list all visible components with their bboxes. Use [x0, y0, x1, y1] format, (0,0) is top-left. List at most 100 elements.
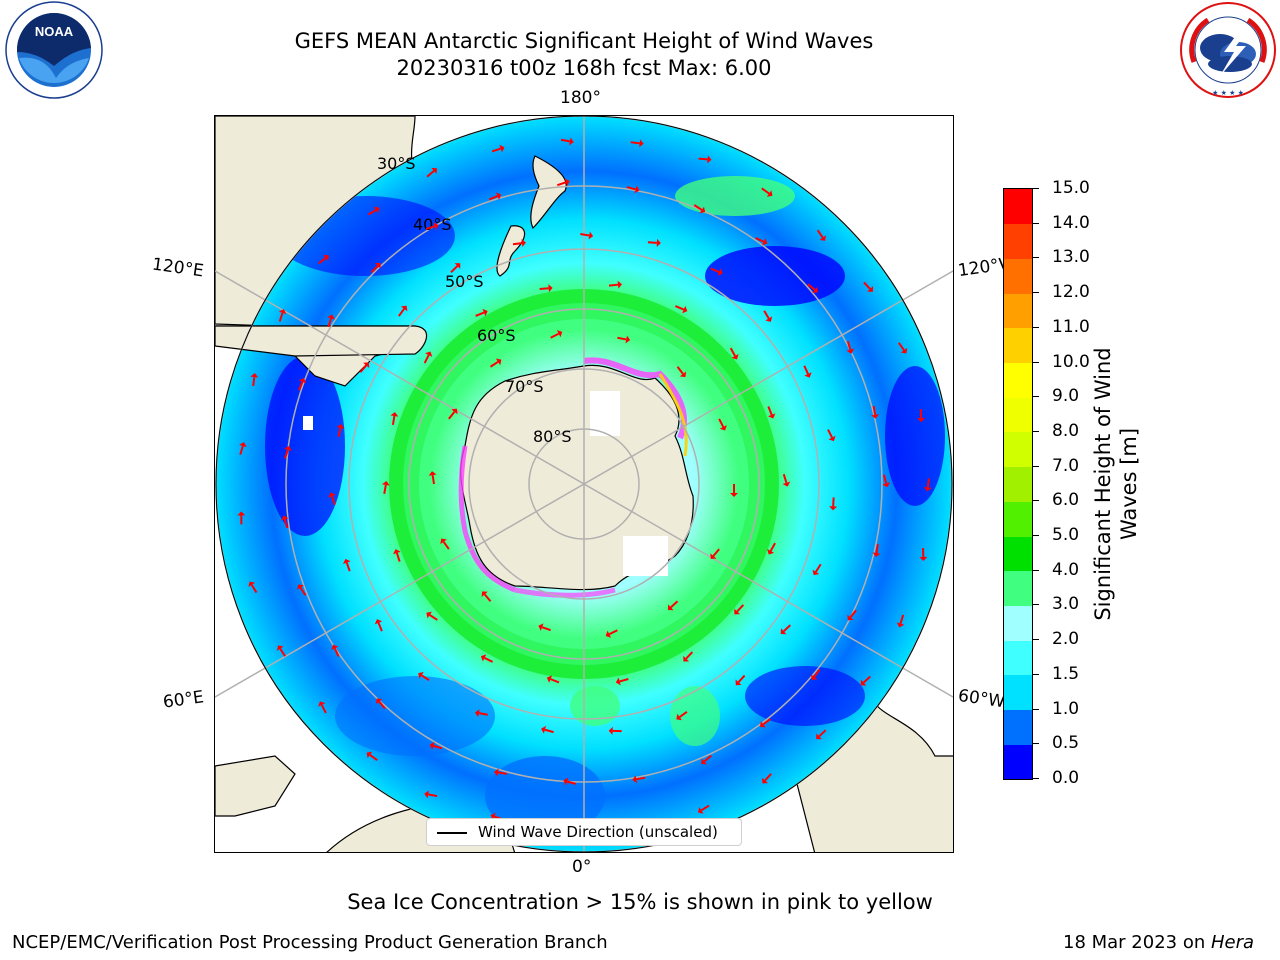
- colorbar-tick-label: 0.5: [1052, 733, 1080, 754]
- wave-direction-arrowhead: [323, 254, 329, 262]
- wave-direction-arrowhead: [762, 777, 768, 784]
- wave-direction-arrow: [698, 157, 708, 161]
- colorbar-segment: [1004, 431, 1032, 468]
- wave-direction-arrowhead: [701, 758, 707, 765]
- wave-direction-arrowhead: [717, 268, 723, 276]
- wave-direction-arrow: [426, 170, 435, 178]
- colorbar-segment: [1004, 709, 1032, 745]
- wave-direction-arrowhead: [811, 674, 818, 681]
- wave-direction-arrowhead: [424, 790, 430, 799]
- wave-direction-arrowhead: [336, 424, 345, 429]
- wave-direction-arrowhead: [499, 144, 505, 153]
- chart-title: GEFS MEAN Antarctic Significant Height o…: [294, 29, 874, 53]
- wave-direction-arrow: [544, 728, 554, 734]
- wave-direction-arrowhead: [735, 679, 742, 686]
- colorbar-tick-mark: [1033, 430, 1039, 432]
- wave-direction-arrow: [566, 780, 577, 785]
- wave-direction-arrow: [849, 609, 857, 618]
- wave-direction-arrow: [764, 773, 772, 782]
- wave-direction-arrow: [550, 678, 560, 684]
- colorbar-segment: [1004, 674, 1032, 711]
- wave-direction-arrowhead: [373, 206, 380, 214]
- wave-direction-arrowhead: [381, 481, 390, 486]
- wave-direction-arrow: [679, 711, 688, 718]
- colorbar-tick-mark: [1033, 604, 1039, 606]
- wave-direction-arrow: [718, 418, 725, 428]
- colorbar-tick-label: 12.0: [1052, 282, 1090, 303]
- wave-direction-arrowhead: [433, 222, 439, 231]
- wave-direction-arrowhead: [812, 569, 820, 576]
- wave-direction-arrowhead: [846, 348, 855, 354]
- colorbar-tick-label: 2.0: [1052, 629, 1080, 650]
- colorbar-tick-label: 11.0: [1052, 316, 1090, 337]
- wave-direction-arrowhead: [683, 655, 690, 662]
- wave-direction-arrow: [899, 614, 905, 624]
- wave-direction-arrow: [483, 593, 492, 602]
- wave-direction-arrow: [488, 195, 498, 201]
- wave-direction-arrowhead: [919, 556, 928, 561]
- colorbar-segment: [1004, 744, 1032, 780]
- wave-direction-arrowhead: [871, 414, 879, 419]
- nws-logo: ★ ★ ★ ★: [1180, 2, 1276, 98]
- colorbar-label-line1: Significant Height of Wind: [1091, 347, 1115, 621]
- colorbar-tick-mark: [1033, 222, 1039, 224]
- wave-direction-arrowhead: [816, 733, 822, 740]
- wave-direction-arrowhead: [872, 552, 881, 557]
- svg-text:NOAA: NOAA: [35, 24, 74, 39]
- wave-direction-arrow: [448, 411, 456, 420]
- map-legend: Wind Wave Direction (unscaled): [426, 818, 742, 846]
- wave-direction-arrowhead: [767, 413, 776, 419]
- wave-direction-arrow: [815, 563, 822, 573]
- colorbar-tick-label: 4.0: [1052, 559, 1080, 580]
- wave-direction-arrow: [359, 364, 367, 373]
- wave-direction-arrow: [298, 381, 304, 391]
- colorbar-tick-mark: [1033, 535, 1039, 537]
- wave-direction-arrow: [897, 342, 905, 351]
- colorbar-segment: [1004, 536, 1032, 572]
- wave-direction-arrow: [252, 376, 256, 387]
- wind-wave-arrows: [237, 137, 932, 831]
- wave-direction-arrowhead: [882, 482, 891, 488]
- lat-label-70s: 70°S: [505, 377, 544, 396]
- wave-direction-arrowhead: [237, 511, 246, 516]
- wave-direction-arrow: [636, 776, 646, 781]
- wave-direction-arrowhead: [760, 721, 766, 728]
- wave-direction-arrowhead: [588, 231, 594, 240]
- wave-direction-arrowhead: [495, 358, 502, 366]
- colorbar-tick-label: 9.0: [1052, 386, 1080, 407]
- wave-direction-arrow: [803, 365, 809, 375]
- wave-direction-arrow: [816, 229, 824, 239]
- wave-direction-arrow: [539, 287, 549, 290]
- lon-label-180: 180°: [560, 88, 601, 108]
- wave-direction-arrow: [675, 305, 685, 311]
- wave-direction-arrow: [647, 241, 657, 244]
- colorbar-tick-label: 14.0: [1052, 212, 1090, 233]
- wave-direction-arrowhead: [639, 139, 644, 148]
- colorbar-tick-mark: [1033, 569, 1039, 571]
- wave-direction-arrowhead: [762, 238, 768, 246]
- wave-direction-arrow: [318, 257, 327, 265]
- colorbar-tick-mark: [1033, 465, 1039, 467]
- wave-direction-arrow: [608, 629, 618, 636]
- lat-label-60s: 60°S: [477, 326, 516, 345]
- wave-direction-arrow: [729, 347, 736, 357]
- wave-direction-arrowhead: [390, 412, 399, 417]
- wave-direction-arrow: [783, 624, 792, 632]
- wave-direction-arrowhead: [766, 190, 773, 197]
- wave-direction-arrowhead: [782, 481, 791, 487]
- colorbar-tick-mark: [1033, 778, 1039, 779]
- colorbar-segment: [1004, 640, 1032, 676]
- wave-direction-arrowhead: [719, 425, 727, 431]
- wave-direction-arrow: [769, 542, 776, 552]
- colorbar-tick-mark: [1033, 257, 1039, 259]
- colorbar-label: Significant Height of Wind Waves [m]: [1090, 347, 1142, 620]
- wave-direction-arrow: [333, 647, 340, 657]
- colorbar-tick-label: 6.0: [1052, 490, 1080, 511]
- colorbar-segment: [1004, 466, 1032, 502]
- wave-direction-arrowhead: [454, 263, 461, 269]
- wave-direction-arrow: [278, 312, 284, 322]
- wave-direction-arrow: [320, 704, 327, 714]
- wave-direction-arrow: [330, 495, 336, 506]
- wave-direction-arrow: [491, 147, 502, 153]
- wave-direction-arrowhead: [318, 701, 326, 707]
